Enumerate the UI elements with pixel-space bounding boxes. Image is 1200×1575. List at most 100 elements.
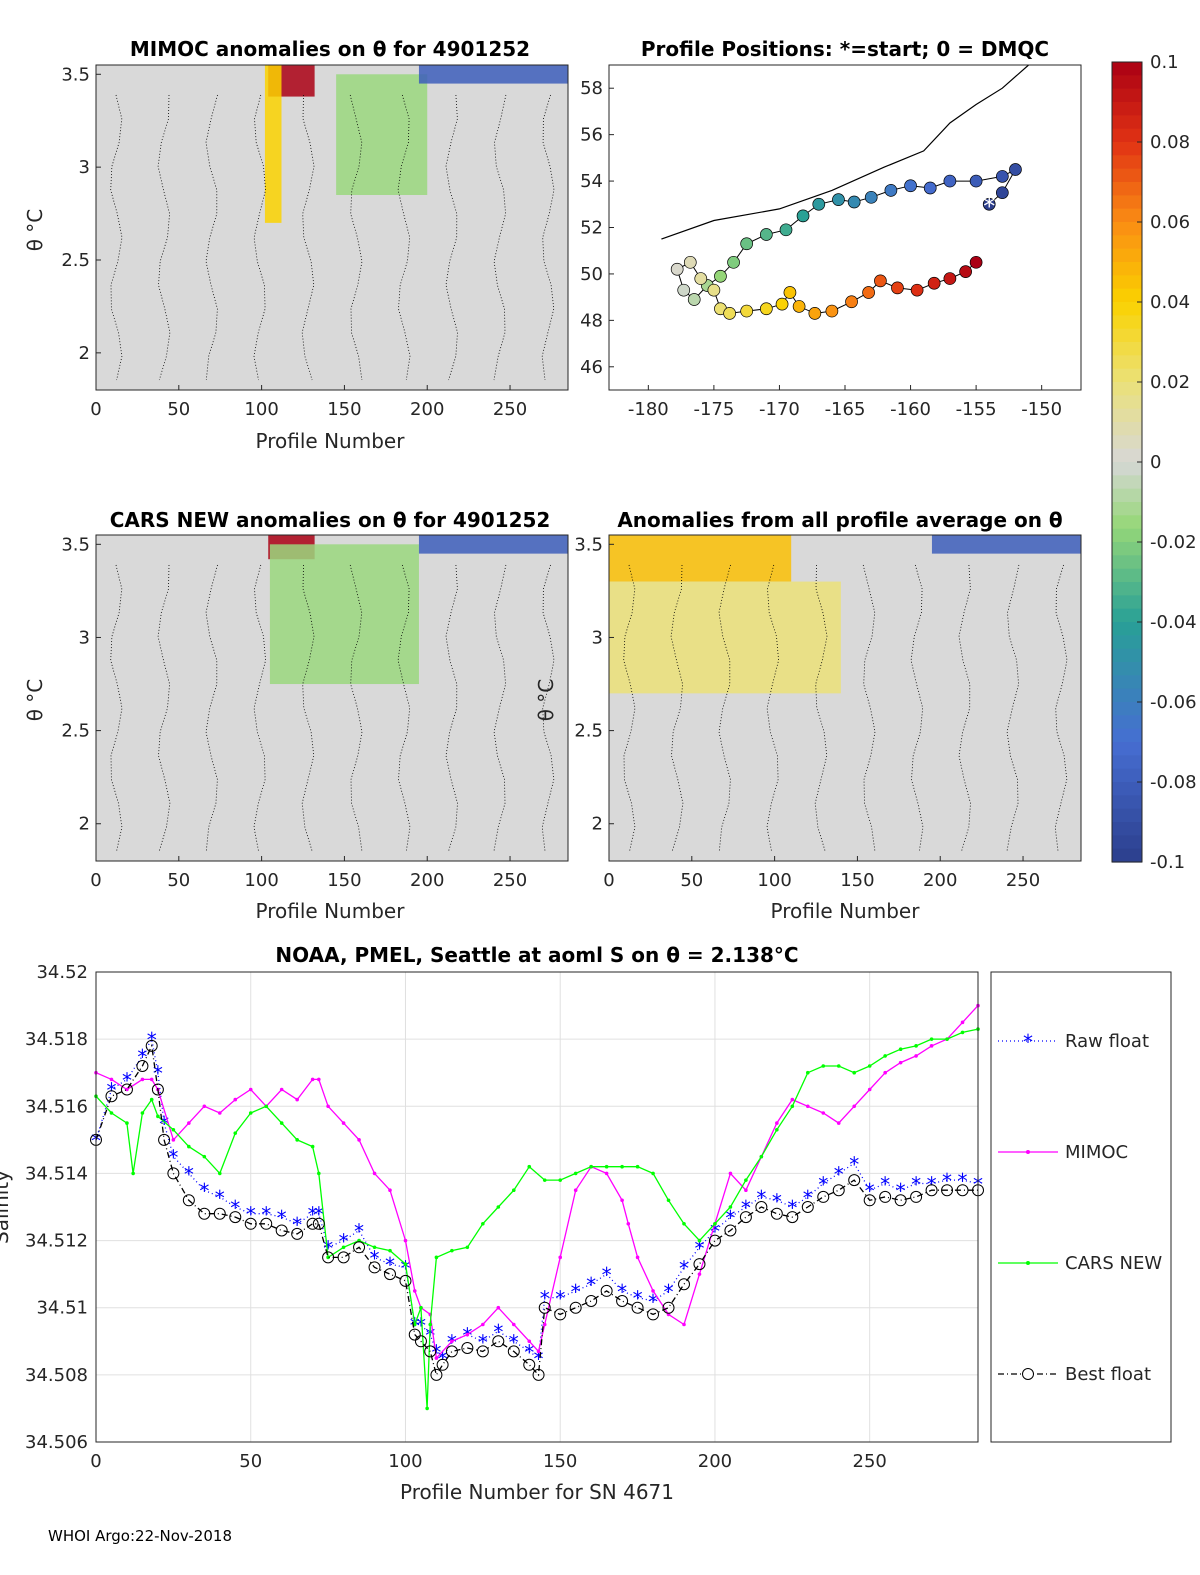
contour-line bbox=[445, 564, 458, 852]
cars-ylabel: θ °C bbox=[23, 679, 47, 722]
x-tick-label: 250 bbox=[493, 870, 527, 891]
salinity-ylabel: Salinity bbox=[0, 1170, 13, 1244]
colorbar-tick-label: 0.1 bbox=[1150, 52, 1179, 73]
series-point bbox=[604, 1171, 609, 1176]
best-float-point bbox=[786, 1211, 799, 1224]
best-float-point bbox=[693, 1258, 706, 1271]
profile-position bbox=[864, 190, 878, 204]
y-tick-label: 48 bbox=[580, 310, 603, 331]
profile-position bbox=[783, 286, 797, 299]
colorbar-cell bbox=[1112, 635, 1142, 650]
series-point bbox=[202, 1104, 207, 1109]
series-point bbox=[233, 1131, 238, 1135]
axes-box bbox=[95, 64, 569, 391]
series-point bbox=[536, 1349, 541, 1354]
series-point bbox=[527, 1164, 532, 1169]
series-point bbox=[697, 1272, 702, 1276]
contour-line bbox=[301, 564, 315, 852]
series-point bbox=[412, 1289, 417, 1293]
series-point bbox=[898, 1047, 903, 1052]
colorbar-cell bbox=[1112, 782, 1142, 796]
x-tick-label: 150 bbox=[543, 1451, 577, 1472]
legend-label: CARS NEW bbox=[1065, 1253, 1162, 1274]
axes-box bbox=[95, 534, 569, 862]
colorbar-cell bbox=[1112, 595, 1142, 610]
raw-float-point: * bbox=[710, 1220, 720, 1244]
contour-line bbox=[445, 94, 458, 381]
raw-float-point: * bbox=[416, 1314, 426, 1338]
legend-box bbox=[990, 971, 1172, 1443]
best-float-point bbox=[739, 1211, 752, 1224]
series-point bbox=[388, 1188, 392, 1193]
series-point bbox=[945, 1037, 949, 1041]
x-tick-label: 200 bbox=[923, 870, 957, 891]
raw-float-point: * bbox=[602, 1263, 612, 1287]
best-float-point bbox=[616, 1295, 629, 1307]
series-point bbox=[279, 1087, 284, 1092]
x-tick-label: 50 bbox=[167, 870, 190, 891]
series-point bbox=[450, 1339, 454, 1344]
profile-position bbox=[694, 272, 708, 285]
best-float-point bbox=[910, 1190, 923, 1203]
y-tick-label: 34.518 bbox=[25, 1029, 88, 1050]
series-point bbox=[171, 1138, 176, 1142]
series-line bbox=[95, 1028, 979, 1409]
anomaly-blue-band bbox=[418, 65, 568, 84]
series-point bbox=[790, 1104, 795, 1109]
colorbar-cell bbox=[1112, 742, 1142, 756]
profile-position bbox=[891, 281, 904, 295]
colorbar-cell bbox=[1112, 568, 1142, 583]
series-point bbox=[202, 1154, 207, 1159]
x-tick-label: 200 bbox=[698, 1451, 732, 1472]
profile-position bbox=[727, 255, 740, 269]
raw-float-point: * bbox=[370, 1246, 380, 1270]
series-point bbox=[651, 1171, 655, 1176]
series-point bbox=[434, 1356, 439, 1360]
y-tick-label: 2.5 bbox=[61, 721, 90, 742]
colorbar-cell bbox=[1112, 355, 1142, 370]
colorbar-cell bbox=[1112, 555, 1142, 570]
colorbar-cell bbox=[1112, 128, 1142, 143]
x-tick-label: 200 bbox=[410, 399, 444, 420]
y-tick-label: 58 bbox=[580, 78, 603, 99]
series-point bbox=[357, 1138, 361, 1142]
profile-position bbox=[825, 304, 839, 318]
colorbar-cell bbox=[1112, 822, 1142, 836]
profile-position bbox=[995, 170, 1009, 183]
raw-float-point: * bbox=[153, 1062, 163, 1086]
allavg-anomaly-panel: Anomalies from all profile average on θ … bbox=[534, 508, 1082, 923]
contour-line bbox=[814, 564, 828, 852]
x-tick-label: -180 bbox=[628, 399, 669, 420]
colorbar-cell bbox=[1112, 848, 1142, 863]
contour-line bbox=[493, 94, 507, 381]
series-point bbox=[372, 1245, 377, 1250]
salinity-chart: NOAA, PMEL, Seattle at aoml S on θ = 2.1… bbox=[0, 943, 984, 1504]
colorbar-tick-label: 0.06 bbox=[1150, 212, 1190, 233]
series-point bbox=[852, 1070, 857, 1075]
colorbar-tick-label: -0.08 bbox=[1150, 772, 1197, 793]
best-float-point bbox=[322, 1251, 335, 1264]
colorbar-cell bbox=[1112, 462, 1142, 476]
contour-line bbox=[110, 564, 123, 852]
series-point bbox=[775, 1121, 779, 1125]
raw-float-point: * bbox=[880, 1173, 890, 1197]
series-point bbox=[960, 1020, 965, 1025]
raw-float-point: * bbox=[199, 1179, 209, 1203]
series-point bbox=[140, 1077, 145, 1082]
y-tick-label: 3 bbox=[592, 627, 603, 648]
contour-line bbox=[958, 564, 971, 852]
best-float-point bbox=[461, 1342, 474, 1354]
best-float-point bbox=[198, 1207, 211, 1220]
series-point bbox=[149, 1097, 154, 1102]
best-float-point bbox=[291, 1227, 304, 1240]
raw-float-point: * bbox=[431, 1340, 441, 1364]
x-tick-label: 100 bbox=[388, 1451, 422, 1472]
best-float-point bbox=[755, 1201, 768, 1213]
raw-float-point: * bbox=[942, 1169, 952, 1193]
x-tick-label: 0 bbox=[90, 870, 101, 891]
colorbar-cell bbox=[1112, 582, 1142, 596]
raw-float-point: * bbox=[679, 1256, 689, 1280]
y-tick-label: 56 bbox=[580, 125, 603, 146]
best-float-point bbox=[863, 1194, 876, 1207]
